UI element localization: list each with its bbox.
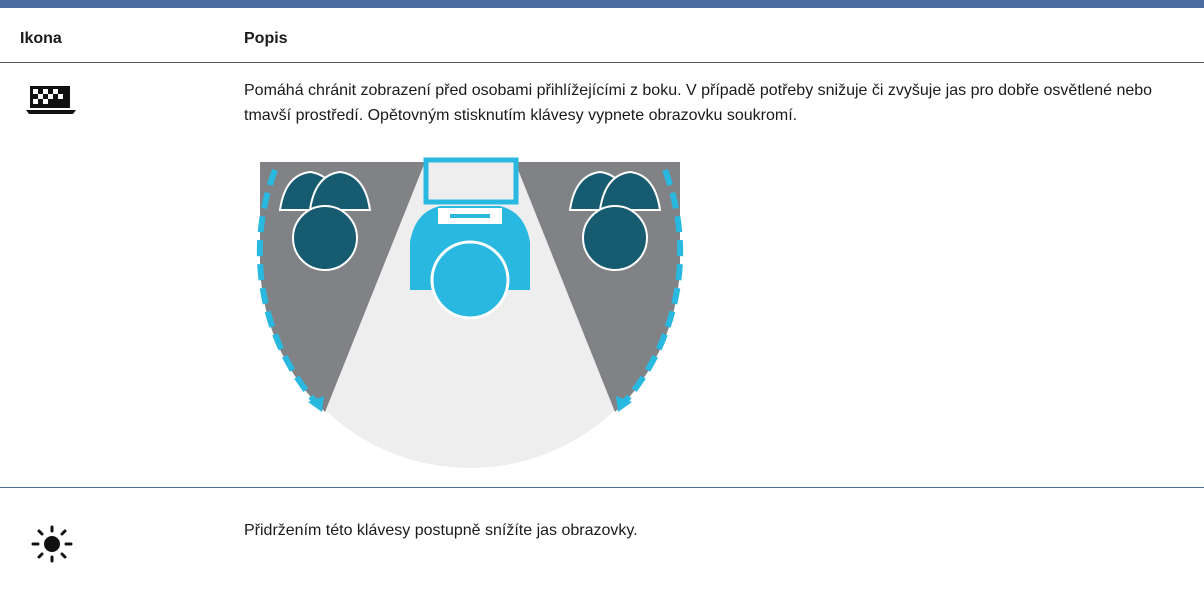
row-description: Přidržením této klávesy postupně snížíte…: [244, 522, 638, 539]
table-top-bar: [0, 0, 1204, 8]
row-rule: [0, 487, 1204, 488]
column-header: Ikona: [20, 30, 62, 47]
privacy-screen-icon: [26, 86, 76, 114]
privacy-illustration: [256, 157, 684, 468]
row-description: Pomáhá chránit zobrazení před osobami př…: [244, 82, 1153, 124]
brightness-down-icon: [31, 525, 73, 563]
header-rule: [0, 62, 1204, 63]
column-header: Popis: [244, 30, 288, 47]
